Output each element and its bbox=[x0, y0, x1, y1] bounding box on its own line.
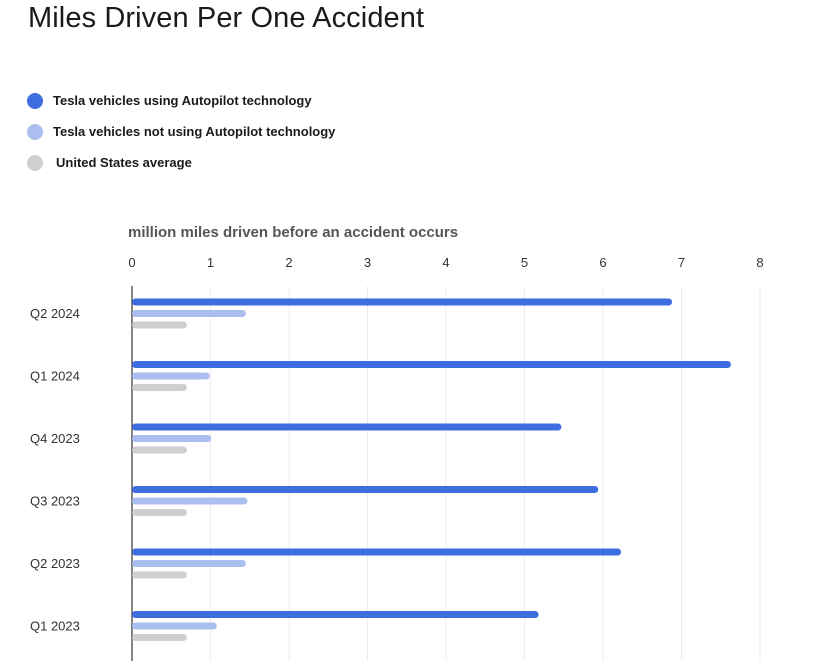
x-tick-label-7: 7 bbox=[678, 255, 685, 270]
bar-q4-2023-series-1 bbox=[132, 435, 212, 442]
bar-q1-2023-series-2 bbox=[132, 634, 187, 641]
x-tick-label-3: 3 bbox=[364, 255, 371, 270]
bar-q2-2023-series-2 bbox=[132, 571, 187, 579]
bar-q2-2024-series-2 bbox=[132, 321, 187, 329]
bar-q4-2023-series-2 bbox=[132, 446, 187, 454]
legend-swatch-autopilot bbox=[27, 92, 43, 109]
legend-item-no-autopilot: Tesla vehicles not using Autopilot techn… bbox=[27, 116, 335, 147]
bar-q2-2024-series-1 bbox=[132, 310, 246, 317]
legend-label-us-average: United States average bbox=[56, 155, 192, 170]
legend-label-autopilot: Tesla vehicles using Autopilot technolog… bbox=[53, 93, 312, 108]
legend: Tesla vehicles using Autopilot technolog… bbox=[27, 85, 335, 178]
legend-label-no-autopilot: Tesla vehicles not using Autopilot techn… bbox=[53, 124, 336, 139]
bar-q2-2024-series-0 bbox=[132, 298, 673, 306]
category-label-q1-2024: Q1 2024 bbox=[30, 369, 80, 384]
category-label-q1-2023: Q1 2023 bbox=[30, 619, 80, 634]
bar-q1-2024-series-1 bbox=[132, 372, 210, 380]
legend-item-us-average: United States average bbox=[27, 147, 335, 178]
bar-q2-2023-series-1 bbox=[132, 560, 246, 567]
x-tick-label-2: 2 bbox=[285, 255, 292, 270]
category-label-q4-2023: Q4 2023 bbox=[30, 431, 80, 446]
x-tick-label-1: 1 bbox=[207, 255, 214, 270]
legend-swatch-us-average bbox=[27, 154, 43, 171]
bar-q3-2023-series-0 bbox=[132, 486, 599, 493]
category-label-q2-2024: Q2 2024 bbox=[30, 306, 80, 321]
x-tick-label-8: 8 bbox=[756, 255, 763, 270]
x-tick-label-5: 5 bbox=[521, 255, 528, 270]
bar-q3-2023-series-1 bbox=[132, 497, 248, 505]
x-axis-title: million miles driven before an accident … bbox=[128, 224, 459, 241]
x-tick-label-4: 4 bbox=[442, 255, 449, 270]
legend-swatch-no-autopilot bbox=[27, 123, 43, 140]
category-label-q2-2023: Q2 2023 bbox=[30, 556, 80, 571]
bar-q3-2023-series-2 bbox=[132, 509, 187, 516]
bar-q1-2023-series-1 bbox=[132, 622, 217, 630]
bar-q1-2023-series-0 bbox=[132, 611, 539, 618]
bar-q4-2023-series-0 bbox=[132, 423, 562, 431]
chart-title: Miles Driven Per One Accident bbox=[28, 2, 425, 34]
x-tick-label-6: 6 bbox=[599, 255, 606, 270]
x-tick-label-0: 0 bbox=[128, 255, 135, 270]
bar-q1-2024-series-2 bbox=[132, 384, 187, 391]
bar-q1-2024-series-0 bbox=[132, 361, 731, 368]
category-label-q3-2023: Q3 2023 bbox=[30, 494, 80, 509]
bar-q2-2023-series-0 bbox=[132, 548, 622, 556]
legend-item-autopilot: Tesla vehicles using Autopilot technolog… bbox=[27, 85, 335, 116]
